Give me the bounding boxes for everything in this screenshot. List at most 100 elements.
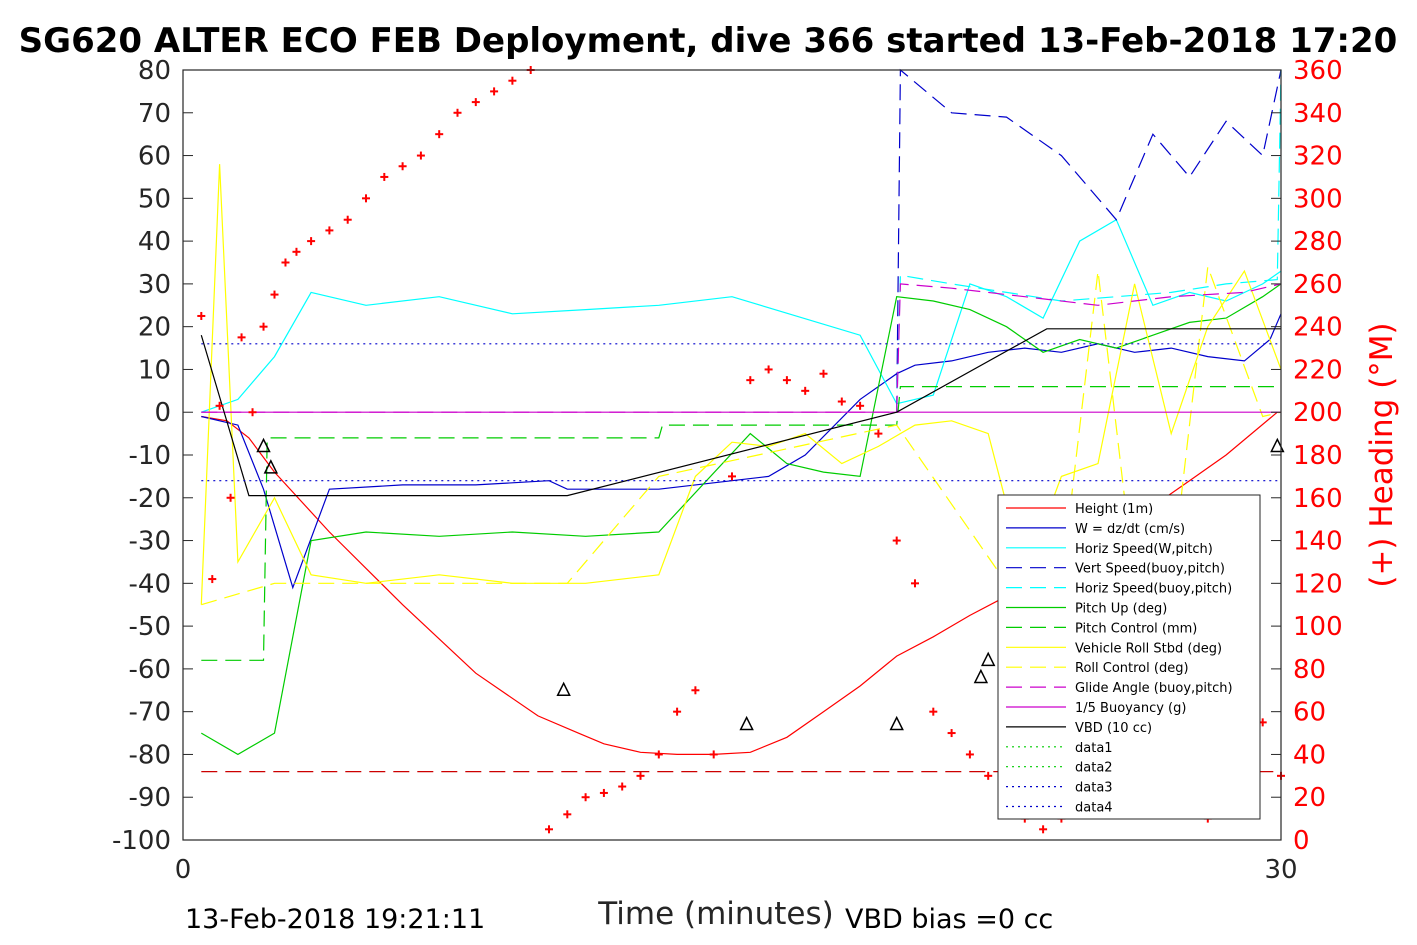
- heading-point: [618, 782, 627, 791]
- heading-point: [325, 226, 334, 235]
- heading-point: [226, 493, 235, 502]
- heading-point: [281, 258, 290, 267]
- triangle-marker: [556, 681, 571, 697]
- y-tick-label: -80: [129, 740, 171, 770]
- y-tick-label: -20: [129, 484, 171, 514]
- heading-point: [856, 401, 865, 410]
- y-tick-label: -40: [129, 569, 171, 599]
- y-tick-label: -10: [129, 441, 171, 471]
- y-right-tick-label: 0: [1293, 826, 1310, 856]
- y-tick-label: -100: [112, 826, 171, 856]
- chart-title: SG620 ALTER ECO FEB Deployment, dive 366…: [19, 21, 1398, 61]
- heading-point: [965, 750, 974, 759]
- heading-point: [1039, 825, 1048, 834]
- heading-point: [508, 76, 517, 85]
- legend-label: data3: [1075, 781, 1113, 796]
- heading-point: [215, 401, 224, 410]
- y-tick-label: 20: [138, 313, 171, 343]
- legend-label: Horiz Speed(W,pitch): [1075, 542, 1213, 557]
- heading-point: [362, 194, 370, 203]
- series-line-vbd-10-cc-: [200, 328, 1281, 497]
- heading-point: [307, 237, 316, 246]
- y-right-tick-label: 120: [1293, 569, 1343, 599]
- y-right-tick-label: 80: [1293, 655, 1326, 685]
- y-tick-label: -30: [129, 527, 171, 557]
- heading-point: [599, 788, 608, 797]
- y-tick-label: 0: [154, 398, 171, 428]
- y-right-tick-label: 300: [1293, 184, 1343, 214]
- x-axis-label: Time (minutes): [597, 896, 833, 932]
- y-tick-label: -90: [129, 783, 171, 813]
- y-tick-label: -70: [129, 698, 171, 728]
- footer-timestamp: 13-Feb-2018 19:21:11: [185, 904, 485, 935]
- series-line-w-dz-dt-cm-s-: [201, 313, 1282, 590]
- y-tick-label: 80: [138, 56, 171, 86]
- y-right-tick-label: 340: [1293, 99, 1343, 129]
- y-tick-label: 50: [138, 184, 171, 214]
- heading-point: [237, 333, 246, 342]
- legend-label: Height (1m): [1075, 502, 1153, 517]
- series-line-vehicle-roll-stbd-deg-: [200, 164, 1282, 605]
- triangle-marker: [263, 459, 279, 474]
- heading-point: [490, 87, 499, 96]
- triangle-marker: [1270, 437, 1285, 453]
- heading-point: [837, 397, 846, 406]
- x-tick-label: 30: [1264, 855, 1297, 885]
- heading-point: [673, 707, 682, 716]
- heading-point: [947, 729, 956, 738]
- heading-point: [398, 162, 407, 171]
- heading-point: [911, 579, 919, 588]
- heading-point: [416, 151, 425, 160]
- series-line-roll-control-deg-: [201, 266, 1282, 606]
- y-right-tick-label: 60: [1293, 698, 1326, 728]
- legend-label: Vert Speed(buoy,pitch): [1075, 562, 1225, 577]
- heading-point: [435, 130, 444, 139]
- triangle-marker: [980, 651, 996, 667]
- heading-point: [270, 290, 279, 299]
- series-line-horiz-speed-buoy-pitch-: [896, 69, 1282, 413]
- heading-point: [197, 311, 206, 320]
- y-right-tick-label: 240: [1293, 313, 1343, 343]
- y-tick-label: 40: [138, 227, 171, 257]
- heading-point: [801, 386, 810, 395]
- legend-label: data4: [1075, 801, 1113, 816]
- heading-point: [636, 771, 645, 780]
- y-tick-label: 60: [138, 142, 171, 172]
- heading-point: [208, 575, 217, 584]
- heading-point: [874, 429, 883, 438]
- legend-label: Pitch Control (mm): [1075, 621, 1197, 636]
- legend-label: Roll Control (deg): [1075, 661, 1189, 676]
- heading-point: [819, 369, 828, 378]
- heading-point: [782, 376, 791, 385]
- y-right-tick-label: 260: [1293, 270, 1343, 300]
- y-tick-label: -50: [129, 612, 171, 642]
- legend-label: data1: [1075, 741, 1113, 756]
- y-axis-right-label: (+) Heading (°M): [1364, 322, 1400, 587]
- y-tick-label: 10: [138, 355, 171, 385]
- triangle-marker: [889, 715, 904, 731]
- triangle-marker: [256, 437, 271, 453]
- footer-vbd-bias: VBD bias =0 cc: [845, 904, 1053, 935]
- heading-point: [709, 750, 718, 759]
- y-right-tick-label: 140: [1293, 527, 1343, 557]
- heading-point: [746, 376, 755, 385]
- heading-point: [654, 750, 663, 759]
- legend-label: data2: [1075, 761, 1113, 776]
- heading-point: [380, 172, 389, 181]
- heading-point: [764, 365, 773, 374]
- heading-point: [471, 98, 480, 107]
- legend-label: Glide Angle (buoy,pitch): [1075, 681, 1233, 696]
- legend-box: [997, 494, 1261, 820]
- heading-point: [292, 247, 301, 256]
- series-line-pitch-control-mm-: [201, 386, 1281, 661]
- legend-label: VBD (10 cc): [1075, 721, 1152, 736]
- y-right-tick-label: 360: [1293, 56, 1343, 86]
- legend-label: Pitch Up (deg): [1075, 602, 1167, 617]
- x-tick-label: 0: [175, 855, 192, 885]
- legend-label: 1/5 Buoyancy (g): [1075, 701, 1186, 716]
- y-right-tick-label: 160: [1293, 484, 1343, 514]
- y-right-tick-label: 20: [1293, 783, 1326, 813]
- y-tick-label: 70: [138, 99, 171, 129]
- heading-point: [453, 108, 462, 117]
